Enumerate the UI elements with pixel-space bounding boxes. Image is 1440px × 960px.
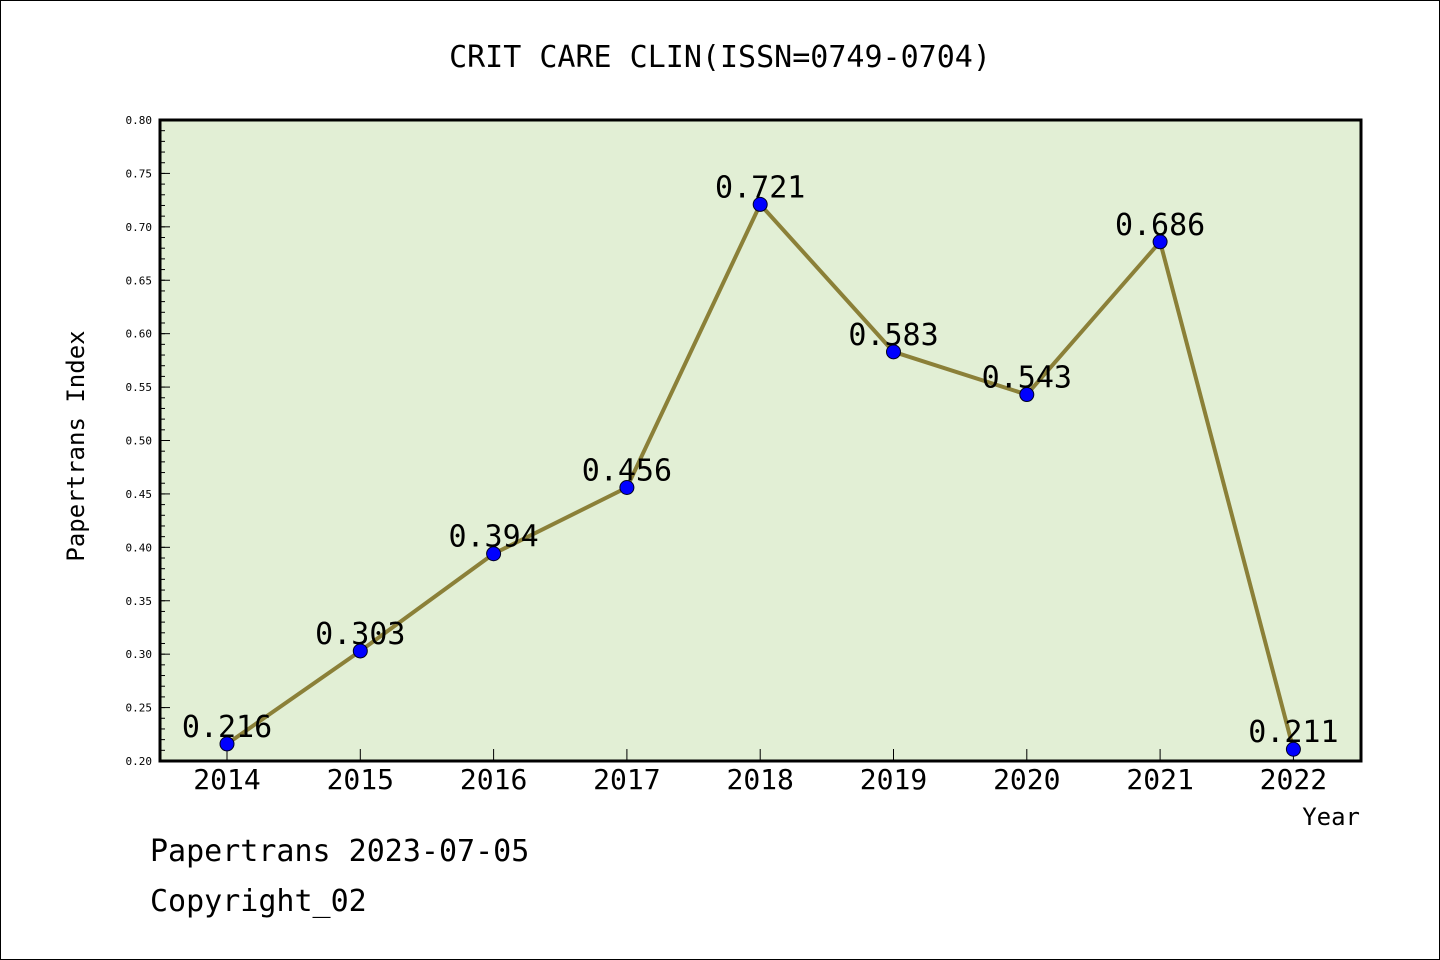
y-tick-label: 0.65 <box>126 274 153 287</box>
data-label: 0.686 <box>1115 208 1205 243</box>
y-tick-label: 0.40 <box>126 541 153 554</box>
x-tick-label: 2014 <box>193 763 260 796</box>
data-point <box>1285 741 1301 757</box>
data-point <box>219 736 235 752</box>
data-point <box>1019 387 1035 403</box>
x-tick-label: 2021 <box>1126 763 1193 796</box>
data-label: 0.394 <box>448 520 538 555</box>
data-label: 0.721 <box>715 170 805 205</box>
y-tick-label: 0.80 <box>126 114 153 127</box>
y-tick-label: 0.35 <box>126 595 153 608</box>
data-label: 0.211 <box>1248 715 1338 750</box>
x-tick-label: 2018 <box>726 763 793 796</box>
y-tick-label: 0.25 <box>126 702 153 715</box>
x-tick-label: 2015 <box>327 763 394 796</box>
data-label: 0.216 <box>182 710 272 745</box>
data-point <box>886 344 901 360</box>
data-point <box>486 546 502 562</box>
data-label: 0.543 <box>982 361 1072 396</box>
chart-title: CRIT CARE CLIN(ISSN=0749-0704) <box>449 40 991 75</box>
data-label: 0.583 <box>848 318 938 353</box>
y-tick-label: 0.45 <box>126 488 153 501</box>
data-point <box>1152 234 1168 250</box>
y-tick-label: 0.20 <box>126 755 153 768</box>
y-tick-label: 0.55 <box>126 381 153 394</box>
data-point <box>752 196 768 212</box>
y-tick-label: 0.60 <box>126 328 153 341</box>
markers <box>219 196 1301 757</box>
x-tick-label: 2020 <box>993 763 1060 796</box>
data-label: 0.303 <box>315 617 405 652</box>
data-point <box>352 643 368 659</box>
plot-border <box>158 118 1363 763</box>
y-tick-label: 0.75 <box>126 167 153 180</box>
data-labels: 0.216 0.303 0.394 0.456 0.721 0.583 0.543 0.686… <box>182 170 1339 750</box>
y-axis-title: Papertrans Index <box>62 330 90 561</box>
y-tick-label: 0.30 <box>126 648 153 661</box>
x-tick-label: 2017 <box>593 763 660 796</box>
y-tick-label: 0.70 <box>126 221 153 234</box>
y-axis: 0.20 0.25 0.30 0.35 0.40 0.45 0.50 0.55 0.60 0.65… <box>126 114 170 768</box>
y-tick-label: 0.50 <box>126 435 153 448</box>
source-date-text: Papertrans 2023-07-05 <box>150 834 530 869</box>
x-axis-title: Year <box>1302 803 1360 831</box>
x-tick-label: 2016 <box>460 763 527 796</box>
x-axis: 2014 2015 2016 2017 2018 2019 2020 2021 2022 <box>193 749 1327 796</box>
data-label: 0.456 <box>582 454 672 489</box>
copyright-text: Copyright_02 <box>150 884 367 919</box>
x-tick-label: 2022 <box>1260 763 1327 796</box>
x-tick-label: 2019 <box>860 763 927 796</box>
data-point <box>619 480 635 496</box>
